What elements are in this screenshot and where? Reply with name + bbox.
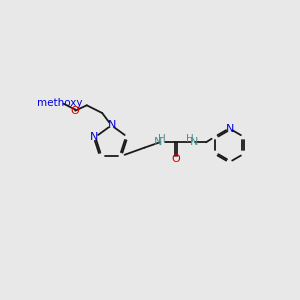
Text: N: N <box>108 119 116 130</box>
Text: O: O <box>71 106 80 116</box>
Text: H: H <box>158 134 166 144</box>
Text: N: N <box>190 137 198 147</box>
Text: O: O <box>171 154 180 164</box>
Text: methoxy: methoxy <box>37 98 82 108</box>
Text: H: H <box>186 134 194 144</box>
Text: N: N <box>154 137 163 147</box>
Text: N: N <box>226 124 234 134</box>
Text: N: N <box>90 132 98 142</box>
